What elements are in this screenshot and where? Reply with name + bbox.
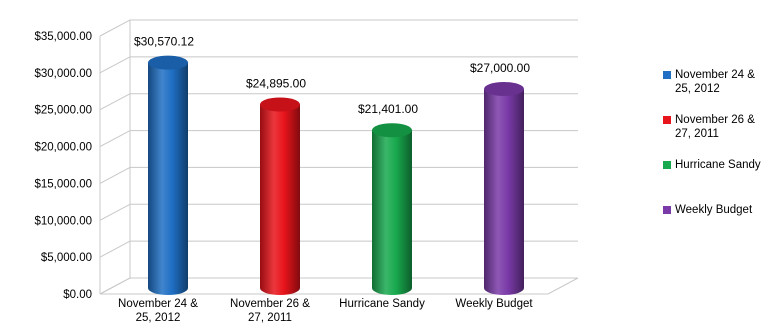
bar bbox=[260, 97, 300, 296]
legend-label: November 24 & bbox=[675, 69, 755, 81]
x-tick-label: November 26 & bbox=[230, 298, 310, 310]
x-axis: November 24 & 25, 2012 November 26 & 27, 20… bbox=[118, 298, 533, 324]
y-tick-label: $30,000.00 bbox=[34, 68, 92, 80]
x-tick-label: 25, 2012 bbox=[136, 312, 181, 324]
gridline bbox=[99, 93, 578, 111]
legend-label: Hurricane Sandy bbox=[675, 159, 761, 171]
legend: November 24 & 25, 2012 November 26 & 27, 20… bbox=[663, 68, 771, 248]
bar-body bbox=[372, 130, 412, 295]
legend-item: November 26 & 27, 2011 bbox=[663, 113, 771, 141]
legend-item: Weekly Budget bbox=[663, 203, 771, 217]
bar-top bbox=[148, 55, 188, 70]
bar-top bbox=[372, 123, 412, 138]
y-tick-label: $20,000.00 bbox=[34, 142, 92, 154]
y-tick-label: $5,000.00 bbox=[41, 252, 92, 264]
gridline bbox=[99, 240, 578, 258]
bar-body bbox=[148, 62, 188, 296]
y-tick-label: $0.00 bbox=[63, 289, 92, 301]
gridline bbox=[99, 19, 578, 37]
y-tick-label: $25,000.00 bbox=[34, 105, 92, 117]
data-label: $30,570.12 bbox=[134, 35, 194, 49]
bar-top bbox=[260, 97, 300, 112]
data-label: $24,895.00 bbox=[246, 76, 306, 90]
legend-swatch bbox=[663, 71, 671, 79]
gridline bbox=[99, 203, 578, 221]
bar-body bbox=[260, 104, 300, 296]
legend-label: 25, 2012 bbox=[675, 83, 720, 95]
gridline bbox=[99, 277, 578, 295]
x-tick-label: 27, 2011 bbox=[248, 312, 292, 324]
y-tick-label: $15,000.00 bbox=[34, 178, 92, 190]
legend-label: Weekly Budget bbox=[675, 204, 753, 216]
legend-label: 27, 2011 bbox=[675, 128, 719, 140]
bar-body bbox=[484, 88, 524, 295]
bar bbox=[372, 123, 412, 295]
legend-swatch bbox=[663, 161, 671, 169]
chart-grid bbox=[99, 19, 579, 295]
bars bbox=[148, 55, 524, 296]
legend-item: Hurricane Sandy bbox=[663, 158, 771, 172]
data-labels: $30,570.12 $24,895.00 $21,401.00 $27,000.00 bbox=[134, 35, 530, 117]
y-tick-label: $10,000.00 bbox=[34, 215, 92, 227]
legend-label: November 26 & bbox=[675, 114, 755, 126]
data-label: $27,000.00 bbox=[470, 61, 530, 75]
legend-swatch bbox=[663, 116, 671, 124]
gridline bbox=[99, 130, 578, 148]
x-tick-label: Hurricane Sandy bbox=[339, 298, 425, 310]
gridline bbox=[99, 56, 578, 74]
y-axis: $0.00 $5,000.00 $10,000.00 $15,000.00 $20,00… bbox=[34, 31, 92, 301]
y-tick-label: $35,000.00 bbox=[34, 31, 92, 43]
bar-top bbox=[484, 81, 524, 96]
legend-swatch bbox=[663, 206, 671, 214]
legend-item: November 24 & 25, 2012 bbox=[663, 68, 771, 96]
x-tick-label: Weekly Budget bbox=[455, 298, 533, 310]
bar bbox=[148, 55, 188, 296]
data-label: $21,401.00 bbox=[358, 102, 418, 116]
floor-edge bbox=[100, 277, 579, 295]
bar bbox=[484, 81, 524, 295]
x-tick-label: November 24 & bbox=[118, 298, 198, 310]
gridline bbox=[99, 166, 578, 184]
